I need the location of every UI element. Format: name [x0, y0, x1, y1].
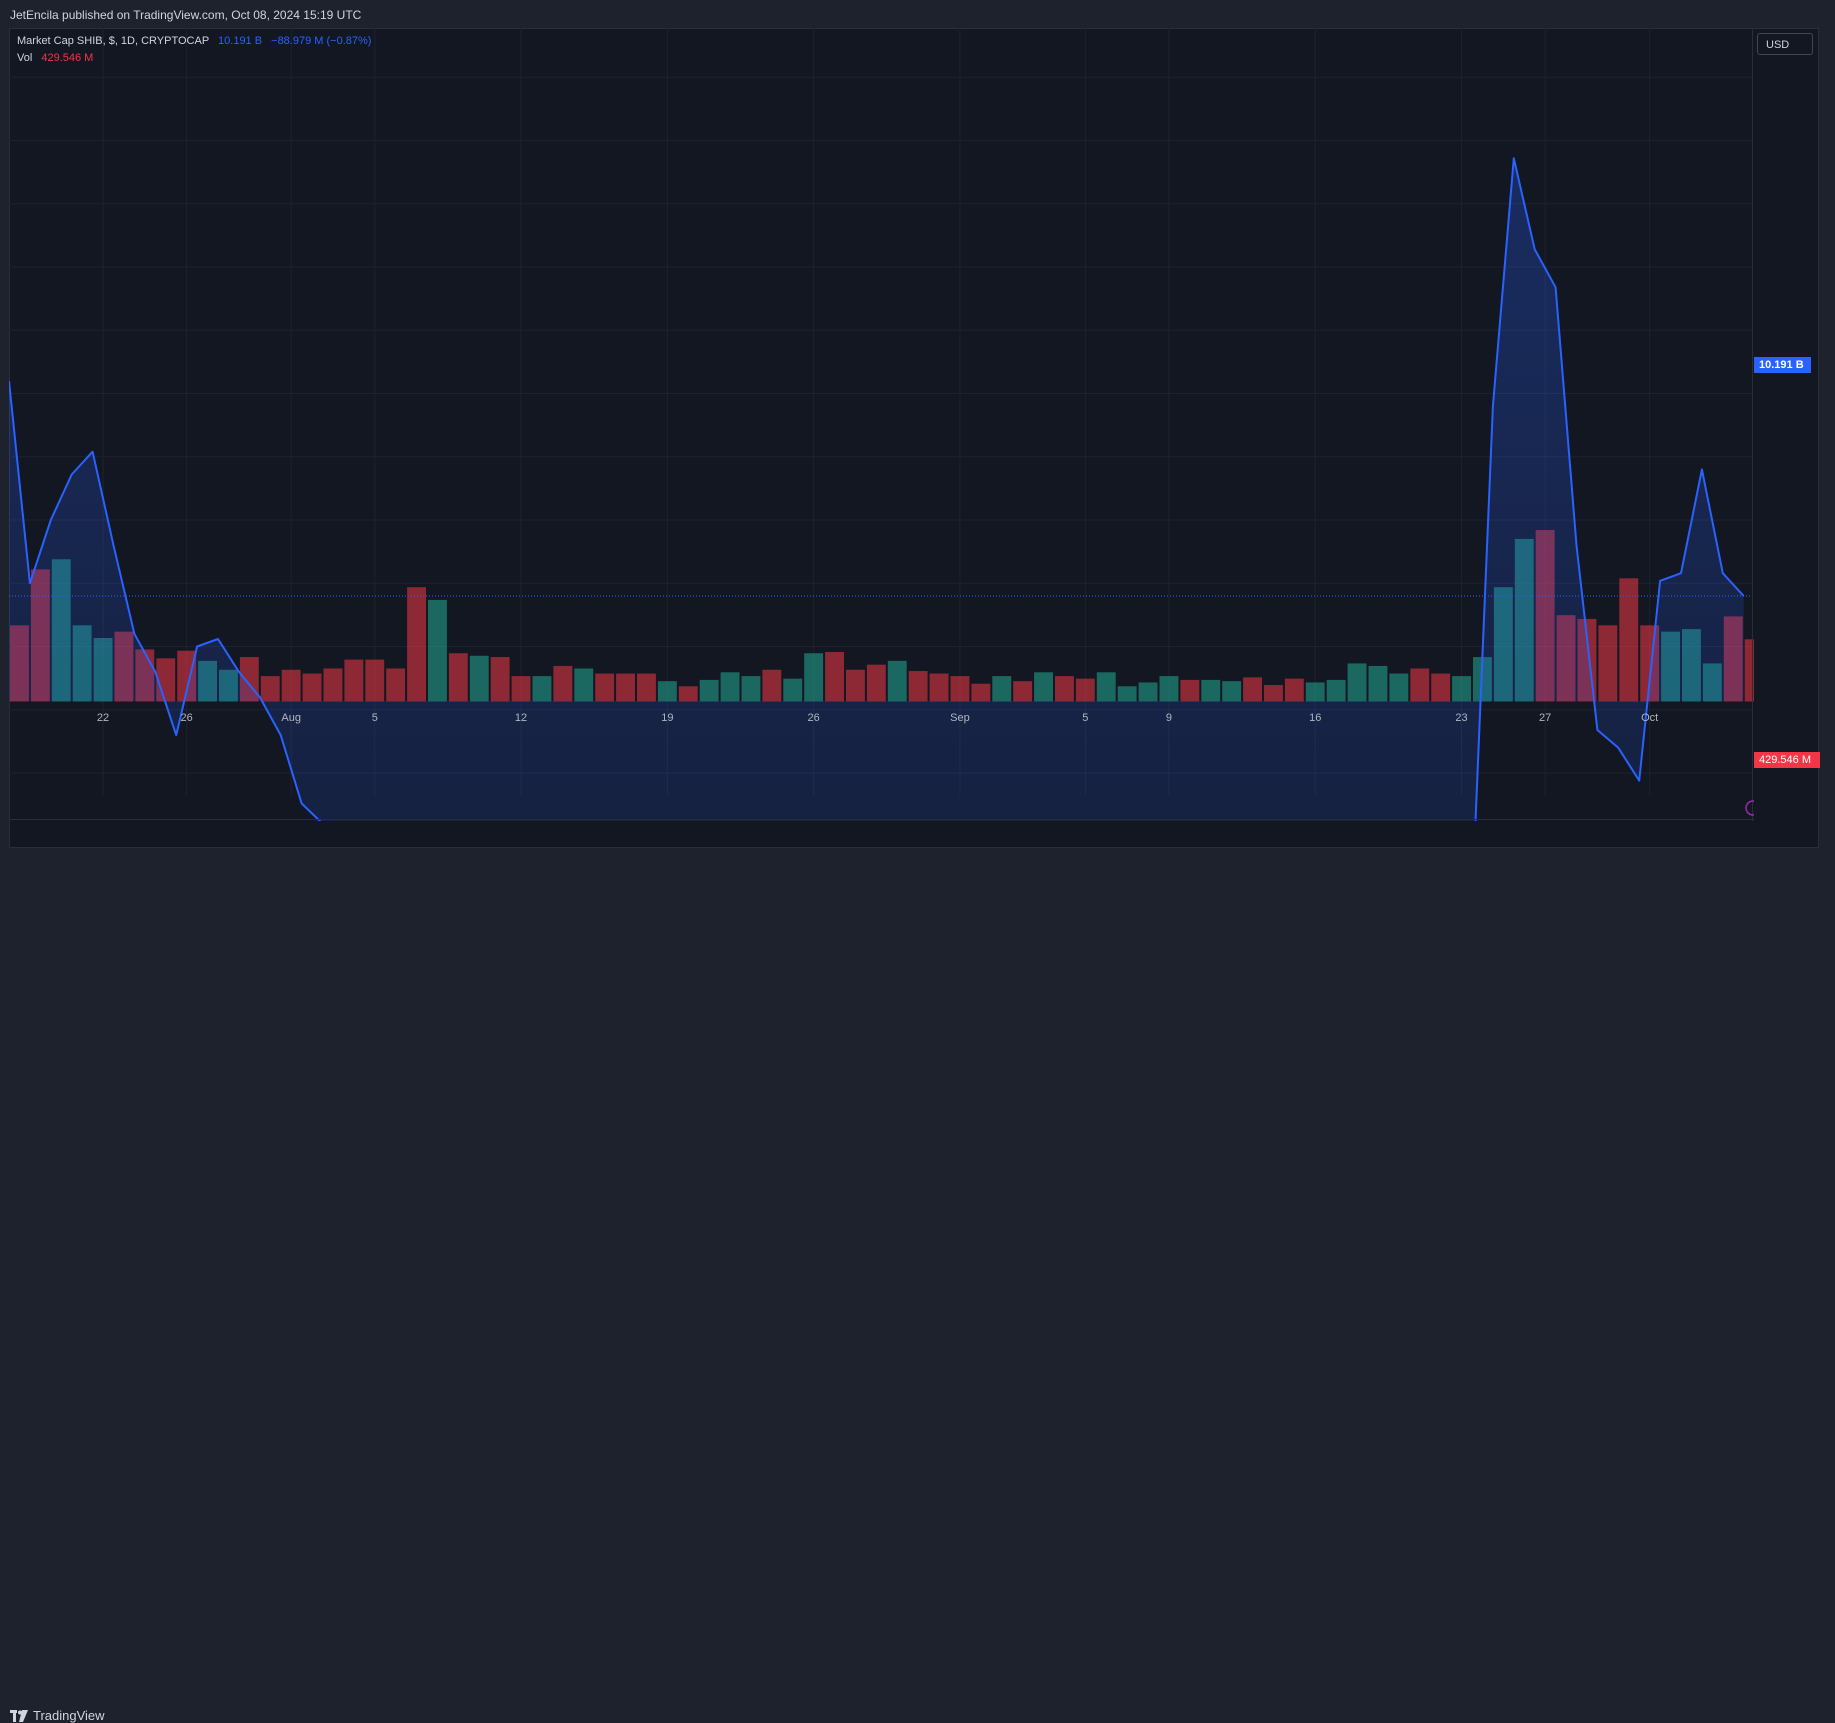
volume-bar [804, 653, 824, 702]
volume-bar [1013, 681, 1033, 702]
volume-bar [741, 676, 761, 702]
volume-bar [1243, 677, 1262, 702]
volume-bar [1389, 673, 1409, 702]
volume-bar [866, 664, 886, 702]
volume-bar [825, 651, 844, 702]
volume-bar [1180, 679, 1200, 702]
time-tick-label: 27 [1539, 712, 1551, 724]
volume-bar [1117, 686, 1137, 702]
last-volume-label: 429.546 M [1754, 752, 1820, 768]
volume-bar [846, 669, 865, 702]
volume-bar [887, 660, 907, 702]
volume-bar [469, 655, 489, 702]
legend-change: −88.979 M (−0.87%) [271, 35, 372, 47]
volume-bar [1096, 672, 1116, 702]
market-cap-area [9, 158, 1744, 821]
volume-bar [1744, 639, 1754, 702]
volume-bar [1264, 684, 1283, 702]
volume-bar [1619, 578, 1639, 702]
legend-value: 10.191 B [218, 35, 263, 47]
volume-bar [1431, 673, 1451, 702]
currency-button[interactable]: USD [1757, 33, 1813, 55]
volume-bar [1368, 665, 1388, 702]
volume-bar [1410, 668, 1430, 702]
tradingview-logo[interactable]: TradingView [10, 1708, 105, 1723]
tradingview-logo-icon [10, 1709, 28, 1722]
volume-bar [365, 659, 385, 702]
volume-bar [574, 668, 594, 702]
volume-bar [762, 669, 782, 702]
time-tick-label: 19 [661, 712, 673, 724]
volume-bar [1326, 679, 1346, 702]
volume-bar [407, 587, 426, 702]
volume-bar [302, 673, 322, 702]
volume-bar [1305, 682, 1325, 702]
volume-bar [992, 676, 1012, 702]
volume-bar [720, 672, 740, 702]
volume-bar [616, 673, 635, 702]
volume-bar [657, 681, 677, 702]
volume-bar [595, 673, 615, 702]
volume-bar [1347, 663, 1367, 702]
time-tick-label: 22 [97, 712, 109, 724]
time-tick-label: 5 [372, 712, 378, 724]
volume-bar [1452, 676, 1471, 702]
volume-bar [908, 671, 928, 702]
volume-legend[interactable]: Vol 429.546 M [17, 52, 93, 64]
volume-bar [783, 678, 803, 702]
chart-plot[interactable]: 12.25 B12 B11.75 B11.5 B11.25 B11 B10.75… [9, 28, 1754, 821]
time-tick-label: 23 [1455, 712, 1467, 724]
time-tick-label: 9 [1166, 712, 1172, 724]
time-tick-label: 16 [1309, 712, 1321, 724]
volume-bar [1598, 625, 1618, 702]
volume-bar [1201, 679, 1221, 702]
volume-bar [929, 673, 949, 702]
volume-bar [1284, 678, 1304, 702]
volume-bar [1222, 681, 1242, 702]
volume-bar [323, 668, 343, 702]
volume-bar [260, 676, 280, 702]
publisher-info: JetEncila published on TradingView.com, … [10, 8, 362, 22]
volume-bar [699, 679, 719, 702]
volume-bar [1159, 676, 1179, 702]
volume-bar [490, 657, 510, 702]
volume-bar [637, 673, 656, 702]
volume-bar [1075, 678, 1095, 702]
volume-bar [532, 676, 552, 702]
volume-legend-label: Vol [17, 52, 33, 64]
volume-bar [1034, 672, 1053, 702]
crosshair-marker-icon [1745, 800, 1754, 816]
volume-bar [1138, 682, 1158, 702]
volume-bar [344, 659, 364, 702]
volume-bar [678, 686, 698, 702]
legend-title: Market Cap SHIB, $, 1D, CRYPTOCAP [17, 35, 209, 47]
volume-bar [386, 668, 406, 702]
volume-bar [553, 665, 573, 702]
time-tick-label: Aug [281, 712, 301, 724]
volume-bar [950, 676, 970, 702]
time-scale[interactable]: 2226Aug5121926Sep59162327Oct7 [97, 712, 1754, 724]
volume-bar [428, 599, 447, 702]
time-tick-label: Oct [1641, 712, 1658, 724]
brand-name: TradingView [33, 1708, 105, 1723]
market-cap-line [9, 157, 1745, 821]
volume-legend-value: 429.546 M [41, 52, 94, 64]
volume-bar [1055, 676, 1074, 702]
time-tick-label: 5 [1082, 712, 1088, 724]
footer: TradingView [0, 848, 1835, 1723]
volume-bar [281, 669, 301, 702]
time-tick-label: 12 [515, 712, 527, 724]
top-bar: JetEncila published on TradingView.com, … [0, 0, 1835, 28]
main-series-legend[interactable]: Market Cap SHIB, $, 1D, CRYPTOCAP 10.191… [17, 35, 371, 47]
time-tick-label: 26 [808, 712, 820, 724]
last-price-label: 10.191 B [1754, 357, 1811, 373]
volume-bar [448, 653, 468, 702]
volume-bar [511, 676, 531, 702]
time-tick-label: 26 [181, 712, 193, 724]
time-tick-label: Sep [950, 712, 970, 724]
volume-bar [971, 683, 991, 702]
